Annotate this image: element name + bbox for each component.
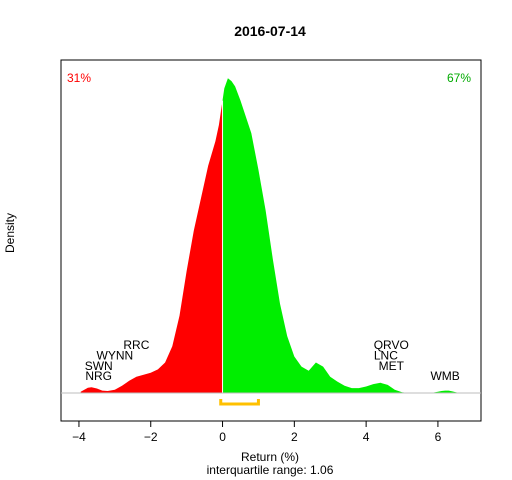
positive-share-label: 67% [447,71,471,85]
x-tick-label: 4 [363,430,370,444]
x-tick-label: 2 [291,430,298,444]
x-tick-label: −4 [72,430,86,444]
plot-area [60,59,482,422]
ticker-label-wynn: WYNN [97,348,134,362]
y-axis-label: Density [3,213,17,253]
x-tick-label: 0 [219,430,226,444]
x-tick-label: −2 [144,430,158,444]
ticker-label-nrg: NRG [85,369,112,383]
plot-frame [60,59,482,422]
iqr-bracket [219,399,260,406]
iqr-subtitle: interquartile range: 1.06 [207,463,334,477]
positive-density-area [222,78,460,394]
ticker-label-swn: SWN [85,359,113,373]
negative-share-label: 31% [67,71,91,85]
ticker-label-met: MET [379,359,405,373]
negative-density-area [80,100,223,393]
x-tick-label: 6 [435,430,442,444]
chart-title: 2016-07-14 [234,23,306,39]
ticker-label-wmb: WMB [430,369,459,383]
x-axis-label: Return (%) [241,450,299,464]
ticker-label-qrvo: QRVO [374,338,409,352]
ticker-label-rrc: RRC [123,338,149,352]
x-axis: −4 −2 0 2 4 6 [72,421,442,444]
ticker-label-lnc: LNC [374,348,398,362]
